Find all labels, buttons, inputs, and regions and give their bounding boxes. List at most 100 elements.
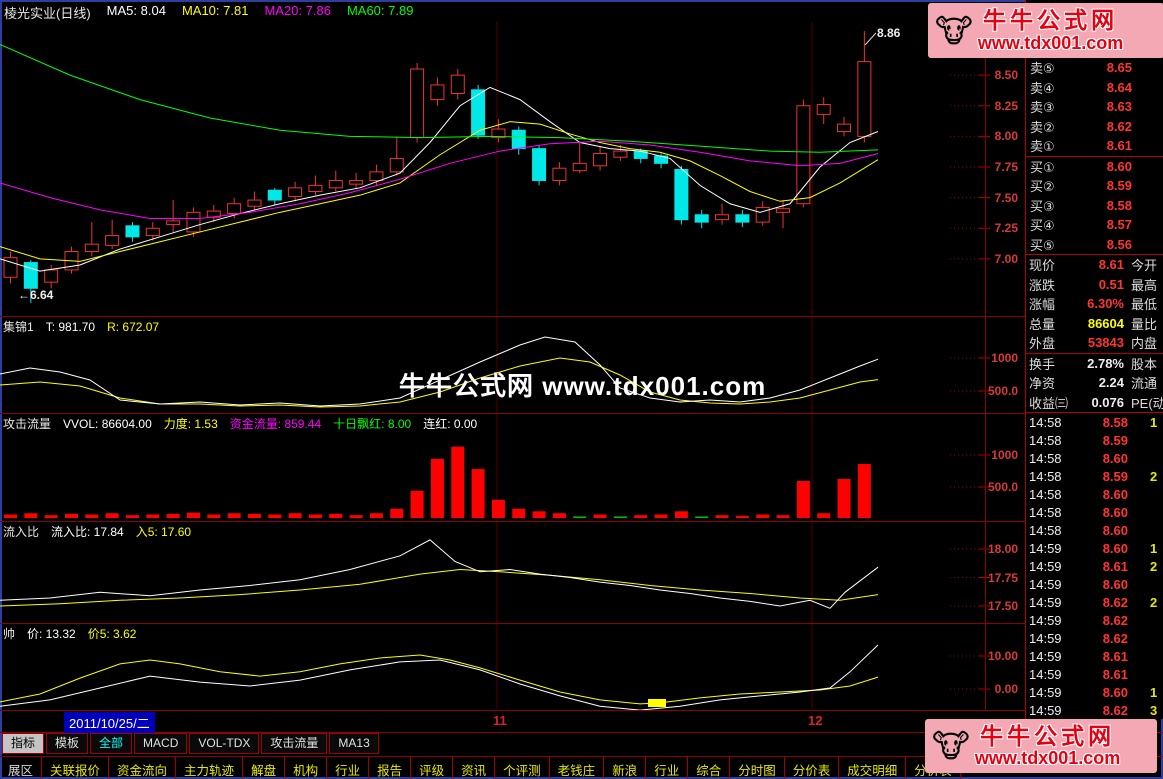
volume-bar (695, 516, 709, 518)
ask-queue: 卖⑤ 8.65 卖④ 8.64 卖③ 8.63 卖② 8.62 卖① 8.61 (1026, 58, 1163, 157)
chart-canvas[interactable] (0, 0, 1026, 758)
tick-field: 1 (1150, 684, 1158, 700)
panel-stat: 力度: 1.53 (163, 417, 218, 431)
tab-VOL-TDX[interactable]: VOL-TDX (189, 733, 260, 754)
ask-row[interactable]: 卖⑤ 8.65 (1026, 58, 1163, 78)
tab-MA13[interactable]: MA13 (329, 733, 379, 754)
tick-field: 8.62 (1102, 612, 1128, 628)
panel-stat: 十日飘红: 8.00 (333, 417, 412, 431)
tick-row: 14:59 8.60 (1026, 575, 1163, 593)
candle-up (3, 257, 18, 278)
level-label: 买② (1030, 179, 1055, 195)
axis-tick-label: 0.00 (994, 682, 1018, 696)
quote-field: 收益㈢ (1029, 395, 1069, 411)
bid-row[interactable]: 买① 8.60 (1026, 157, 1163, 177)
link-资讯[interactable]: 资讯 (453, 757, 496, 779)
tab-指标[interactable]: 指标 (2, 733, 45, 754)
month-mark-11: 11 (493, 713, 507, 728)
ma-legend-item: MA5: 8.04 (106, 3, 166, 18)
volume-bar (207, 514, 221, 518)
volume-bar (715, 515, 729, 518)
tab-全部[interactable]: 全部 (90, 733, 133, 754)
quote-panel: 卖⑤ 8.65 卖④ 8.64 卖③ 8.63 卖② 8.62 卖① 8.61 买① 8.60 买② 8… (1025, 0, 1163, 719)
tick-field: 14:58 (1029, 468, 1062, 484)
link-展区[interactable]: 展区 (0, 757, 43, 779)
bid-row[interactable]: 买③ 8.58 (1026, 196, 1163, 216)
bid-row[interactable]: 买④ 8.57 (1026, 215, 1163, 235)
link-行业[interactable]: 行业 (327, 757, 370, 779)
quote-field: 今开 (1131, 258, 1158, 274)
ma-line-MA5 (0, 86, 879, 272)
volume-bar (44, 515, 58, 518)
candle-up (715, 214, 730, 221)
link-综合[interactable]: 综合 (688, 757, 731, 779)
quote-field: 0.076 (1091, 394, 1124, 410)
link-老钱庄[interactable]: 老钱庄 (550, 757, 605, 779)
link-分时图[interactable]: 分时图 (730, 757, 785, 779)
volume-bar (837, 479, 851, 518)
axis-tick-label: 8.25 (994, 98, 1018, 113)
tick-row: 14:59 8.62 (1026, 629, 1163, 647)
link-个评测[interactable]: 个评测 (495, 757, 550, 779)
bid-row[interactable]: 买② 8.59 (1026, 176, 1163, 196)
axis-tick-label: 500.0 (987, 480, 1018, 494)
link-报告[interactable]: 报告 (369, 757, 412, 779)
tick-field: 8.60 (1102, 540, 1128, 556)
tick-field: 8.60 (1102, 486, 1128, 502)
tab-MACD[interactable]: MACD (134, 733, 188, 754)
link-成交明细[interactable]: 成交明细 (839, 757, 907, 779)
tick-row: 14:59 8.61 2 (1026, 557, 1163, 575)
link-主力轨迹[interactable]: 主力轨迹 (176, 757, 244, 779)
volume-bar (268, 514, 282, 518)
panel-title: 攻击流量 (3, 417, 52, 431)
banner-title: 牛牛公式网 (980, 722, 1116, 749)
quote-field: 8.61 (1098, 257, 1124, 273)
candle-up (44, 269, 59, 283)
tick-list: 14:58 8.58 1 14:58 8.59 14:58 8.60 14:58 8.59 2 14… (1026, 413, 1163, 719)
ask-row[interactable]: 卖④ 8.64 (1026, 78, 1163, 98)
cow-mascot-icon: 🐮 (935, 12, 973, 49)
bid-row[interactable]: 买⑤ 8.56 (1026, 235, 1163, 255)
ask-row[interactable]: 卖① 8.61 (1026, 136, 1163, 156)
volume-bar (532, 511, 546, 518)
indicator-line-价5 (0, 654, 879, 705)
tick-field: 8.60 (1102, 684, 1128, 700)
link-分价表[interactable]: 分价表 (785, 757, 840, 779)
link-评级[interactable]: 评级 (411, 757, 454, 779)
candle-up (857, 61, 872, 137)
candle-up (369, 171, 384, 181)
volume-bar (64, 513, 78, 518)
candle-up (84, 243, 99, 253)
panel-header-gongji: 攻击流量 VVOL: 86604.00 力度: 1.53 资金流量: 859.44 十日… (3, 416, 477, 432)
ask-row[interactable]: 卖③ 8.63 (1026, 97, 1163, 117)
link-新浪[interactable]: 新浪 (604, 757, 647, 779)
candle-up (186, 211, 201, 233)
link-行业[interactable]: 行业 (646, 757, 689, 779)
cow-mascot-icon: 🐮 (932, 728, 970, 764)
quote-field: 净资 (1029, 376, 1056, 392)
link-关联报价[interactable]: 关联报价 (42, 757, 110, 779)
quote-row: 换手 2.78% 股本 (1026, 354, 1163, 374)
quote-field: 最高 (1131, 277, 1158, 293)
panel-title: 流入比 (3, 525, 40, 539)
axis-tick-label: 8.00 (994, 129, 1018, 144)
ma-line-MA60 (0, 44, 879, 153)
tab-模板[interactable]: 模板 (46, 733, 89, 754)
ask-row[interactable]: 卖② 8.62 (1026, 117, 1163, 137)
tick-row: 14:58 8.59 2 (1026, 467, 1163, 485)
date-label: 2011/10/25/二 (64, 712, 155, 733)
quote-field: 最低 (1131, 297, 1158, 313)
volume-bar (512, 508, 526, 518)
ad-banner-bottom[interactable]: 🐮 牛牛公式网 www.tdx001.com (925, 719, 1157, 773)
ad-banner-top[interactable]: 🐮 牛牛公式网 www.tdx001.com (928, 3, 1163, 58)
axis-tick-label: 7.00 (994, 251, 1018, 266)
link-资金流向[interactable]: 资金流向 (109, 757, 177, 779)
candle-up (837, 123, 852, 132)
link-机构[interactable]: 机构 (285, 757, 328, 779)
indicator-line-价 (0, 644, 879, 711)
level-price: 8.56 (1106, 236, 1132, 252)
indicator-line-流入比 (0, 539, 879, 609)
link-解盘[interactable]: 解盘 (243, 757, 286, 779)
date-bar[interactable]: 2011/10/25/二 11 12 (0, 711, 1163, 733)
tab-攻击流量[interactable]: 攻击流量 (261, 733, 328, 754)
